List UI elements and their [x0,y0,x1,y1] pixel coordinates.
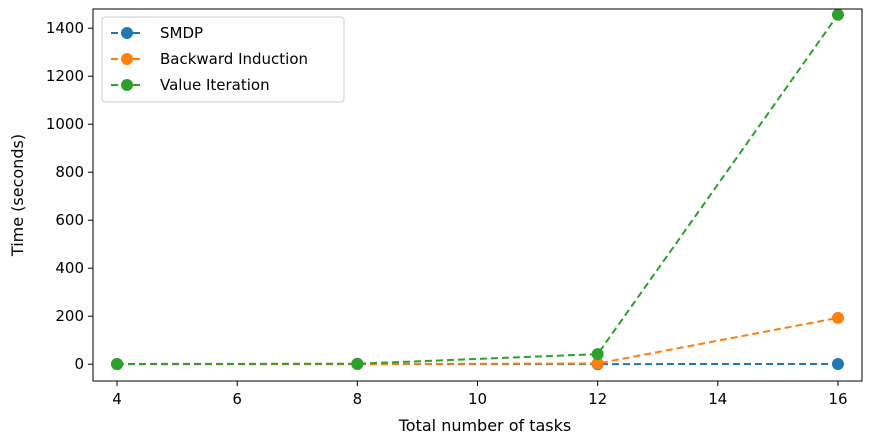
data-point-value-iteration [351,358,363,370]
legend-marker-value-iteration [121,79,133,91]
y-tick-label: 1400 [46,19,84,37]
data-point-value-iteration [592,348,604,360]
x-tick-label: 14 [708,390,727,408]
y-axis: 0 200 400 600 800 1000 1200 1400 [46,19,93,373]
y-tick-label: 0 [74,355,84,373]
y-tick-label: 600 [55,211,84,229]
data-point-value-iteration [111,358,123,370]
data-point-value-iteration [832,9,844,21]
x-tick-label: 10 [468,390,487,408]
y-tick-label: 200 [55,307,84,325]
y-tick-label: 800 [55,163,84,181]
legend-marker-backward-induction [121,53,133,65]
x-axis-label: Total number of tasks [398,416,572,435]
y-tick-label: 400 [55,259,84,277]
x-tick-label: 12 [588,390,607,408]
x-axis: 4 6 8 10 12 14 16 [112,381,847,408]
x-tick-label: 8 [353,390,363,408]
x-tick-label: 6 [232,390,242,408]
legend-label-smdp: SMDP [160,24,203,42]
series-line-backward-induction [117,318,838,364]
x-tick-label: 4 [112,390,122,408]
legend: SMDP Backward Induction Value Iteration [102,17,344,102]
data-point-backward-induction [832,312,844,324]
y-tick-label: 1200 [46,67,84,85]
y-tick-label: 1000 [46,115,84,133]
x-tick-label: 16 [828,390,847,408]
y-axis-label: Time (seconds) [8,134,27,257]
legend-label-backward-induction: Backward Induction [160,50,308,68]
legend-marker-smdp [121,27,133,39]
data-point-smdp [832,358,844,370]
legend-label-value-iteration: Value Iteration [160,76,270,94]
